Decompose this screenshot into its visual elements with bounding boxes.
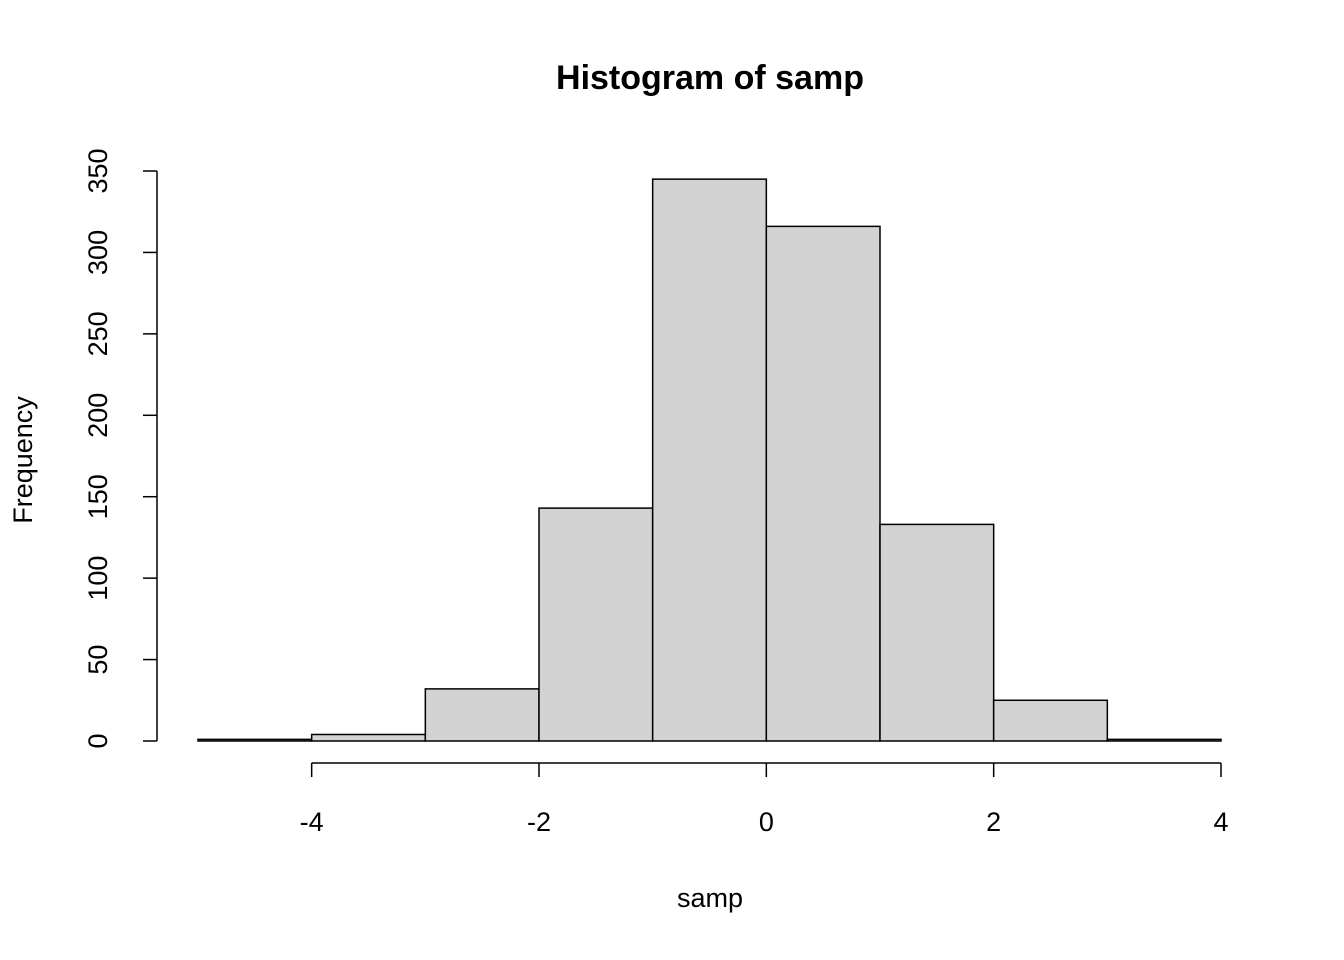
bar (651, 178, 768, 742)
y-tick-label: 50 (83, 645, 113, 675)
bar (310, 733, 427, 742)
bar (197, 738, 313, 742)
y-tick-label: 200 (83, 393, 113, 438)
bar (1106, 738, 1222, 742)
bar (879, 523, 995, 742)
y-tick-label: 150 (83, 474, 113, 519)
bar (424, 688, 540, 742)
bar (765, 225, 881, 742)
x-axis-label: samp (677, 883, 743, 913)
x-tick-label: -2 (527, 807, 551, 837)
y-tick-label: 350 (83, 148, 113, 193)
chart-title: Histogram of samp (556, 59, 864, 97)
x-tick-label: 2 (986, 807, 1001, 837)
y-tick-label: 250 (83, 311, 113, 356)
bar (992, 699, 1109, 742)
y-tick-label: 100 (83, 556, 113, 601)
y-tick-label: 0 (83, 733, 113, 748)
x-tick-label: 4 (1213, 807, 1228, 837)
x-tick-label: 0 (759, 807, 774, 837)
y-axis-label: Frequency (8, 396, 38, 524)
y-tick-label: 300 (83, 230, 113, 275)
bar (538, 507, 654, 742)
x-tick-label: -4 (300, 807, 324, 837)
